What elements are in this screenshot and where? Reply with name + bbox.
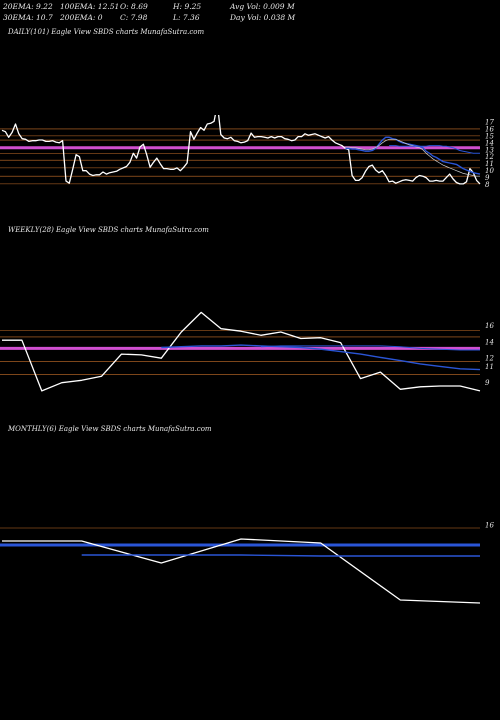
daily-panel-label: DAILY(101) Eagle View SBDS charts Munafa…: [8, 28, 205, 36]
y-tick-label-0: 17: [485, 118, 494, 126]
y-tick-label-2: 12: [485, 355, 494, 363]
price-line: [1, 115, 481, 185]
header-row-1: 20EMA: 9.22 100EMA: 12.51 O: 8.69 H: 9.2…: [3, 2, 497, 12]
low-value: L: 7.36: [173, 13, 200, 22]
ema30-line: [161, 344, 481, 371]
y-tick-label-8: 9: [485, 174, 490, 182]
price-line: [2, 538, 481, 604]
ema100-line: [260, 345, 480, 351]
y-tick-label-2: 15: [485, 132, 494, 140]
y-tick-label-3: 14: [485, 139, 494, 147]
y-tick-label-9: 8: [485, 181, 490, 189]
ema30-line: [81, 554, 480, 557]
monthly-chart: 16: [0, 522, 494, 604]
weekly-panel-label: WEEKLY(28) Eagle View SBDS charts Munafa…: [8, 226, 209, 234]
y-tick-label-0: 16: [485, 322, 494, 330]
y-tick-label-6: 11: [485, 160, 494, 168]
header-row-2: 30EMA: 10.7 200EMA: 0 C: 7.98 L: 7.36 Da…: [3, 13, 497, 23]
ema20-line: [345, 138, 480, 177]
y-tick-label-7: 10: [485, 167, 494, 175]
y-tick-label-5: 12: [485, 153, 494, 161]
y-tick-label-4: 13: [485, 146, 494, 154]
ema200-value: 200EMA: 0: [60, 13, 103, 22]
y-tick-label-0: 16: [485, 522, 494, 530]
ema100-value: 100EMA: 12.51: [60, 2, 120, 11]
ema20-value: 20EMA: 9.22: [3, 2, 53, 11]
close-value: C: 7.98: [120, 13, 148, 22]
y-tick-label-1: 14: [485, 338, 494, 346]
ema100-line: [389, 145, 480, 154]
price-line: [2, 311, 481, 392]
ema30-value: 30EMA: 10.7: [3, 13, 53, 22]
open-value: O: 8.69: [120, 2, 148, 11]
ema30-line: [345, 136, 481, 175]
high-value: H: 9.25: [173, 2, 202, 11]
y-tick-label-3: 11: [485, 363, 494, 371]
monthly-panel-label: MONTHLY(6) Eagle View SBDS charts Munafa…: [8, 425, 212, 433]
y-tick-label-4: 9: [485, 379, 490, 387]
y-tick-label-1: 16: [485, 125, 494, 133]
avg-volume: Avg Vol: 0.009 M: [230, 2, 295, 11]
day-volume: Day Vol: 0.038 M: [230, 13, 296, 22]
